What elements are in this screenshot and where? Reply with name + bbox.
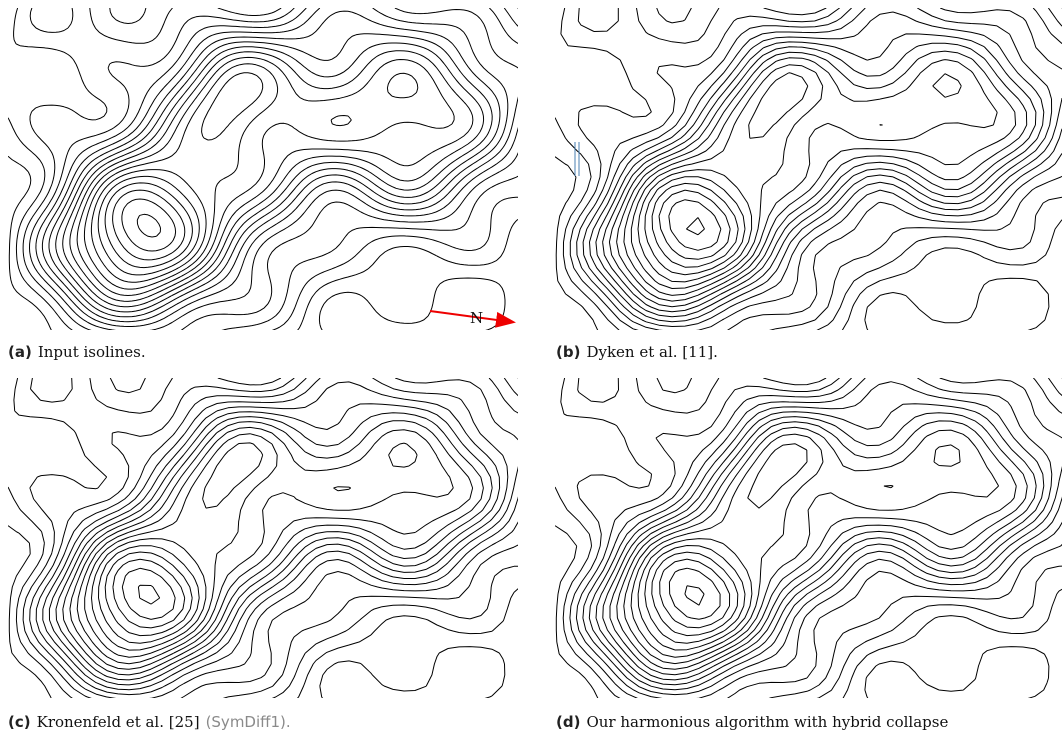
panel-label: (b) xyxy=(556,343,580,361)
caption: (b) Dyken et al. [11]. xyxy=(556,343,718,361)
isolines xyxy=(555,378,1062,698)
caption-text: Our harmonious algorithm with hybrid col… xyxy=(586,713,948,731)
panel-label: (a) xyxy=(8,343,32,361)
maps xyxy=(8,8,1062,698)
panel-label: (d) xyxy=(556,713,580,731)
isolines xyxy=(8,8,518,330)
isolines xyxy=(8,378,518,698)
panel-label: (c) xyxy=(8,713,31,731)
arrow xyxy=(429,310,516,328)
caption: (a) Input isolines. xyxy=(8,343,146,361)
caption-text: Kronenfeld et al. [25] xyxy=(37,713,200,731)
caption-text: Dyken et al. [11]. xyxy=(586,343,717,361)
isolines xyxy=(555,8,1062,330)
caption-text: Input isolines. xyxy=(38,343,146,361)
caption: (c) Kronenfeld et al. [25] (SymDiff1). xyxy=(8,713,291,731)
caption: (d) Our harmonious algorithm with hybrid … xyxy=(556,713,948,731)
caption-note: (SymDiff1). xyxy=(206,713,291,731)
north-arrow: N xyxy=(429,309,516,328)
blue-marks xyxy=(574,142,580,176)
north-label: N xyxy=(470,309,483,327)
